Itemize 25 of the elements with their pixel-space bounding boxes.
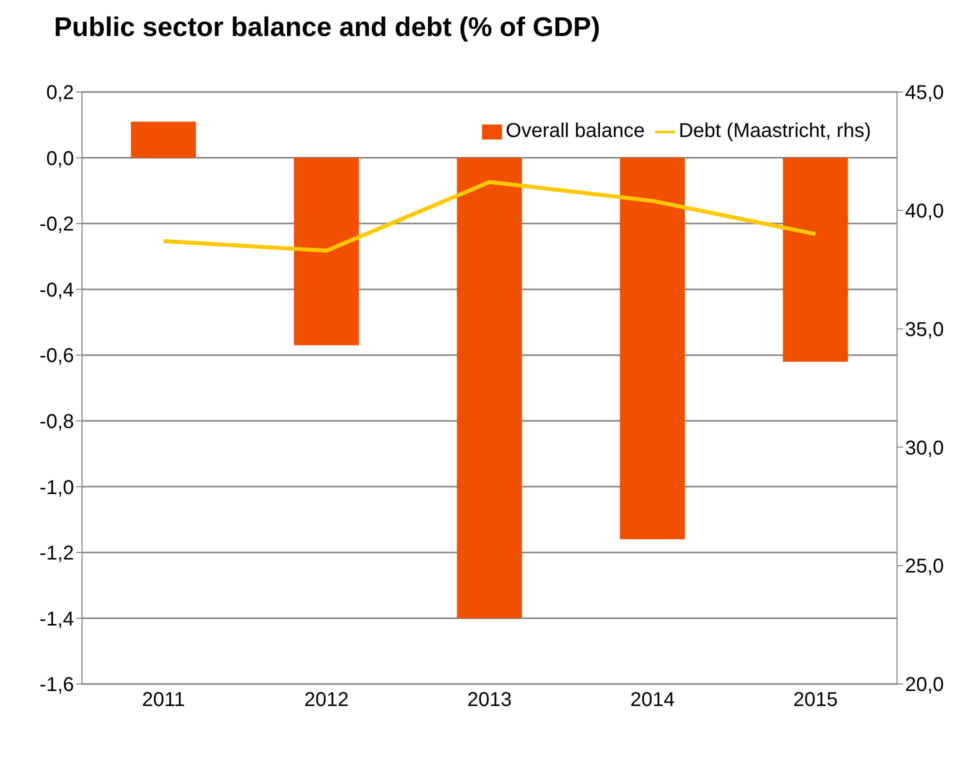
x-tick-label: 2015 xyxy=(793,689,838,712)
legend-label: Debt (Maastricht, rhs) xyxy=(678,120,871,142)
y-tick-label: -0,4 xyxy=(40,279,74,302)
y-tick-label: -0,8 xyxy=(40,410,74,433)
x-tick-label: 2012 xyxy=(304,689,349,712)
line-series xyxy=(162,180,818,253)
y2-tick-label: 30,0 xyxy=(905,437,944,460)
legend-label: Overall balance xyxy=(506,120,645,142)
y-tick-label: -1,6 xyxy=(40,674,74,696)
y-tick-label: -1,2 xyxy=(40,542,74,565)
y-tick-label: -1,0 xyxy=(40,476,74,499)
y2-tick-label: 45,0 xyxy=(905,82,944,104)
x-tick-label: 2011 xyxy=(142,689,186,712)
y2-tick-label: 35,0 xyxy=(905,318,944,341)
y2-tick-label: 20,0 xyxy=(905,674,944,696)
y-tick-label: -1,4 xyxy=(40,608,74,630)
x-tick-label: 2013 xyxy=(467,689,512,712)
y-tick-label: 0,2 xyxy=(46,82,74,104)
y-tick-label: 0,0 xyxy=(46,148,74,170)
y-tick-label: -0,6 xyxy=(40,345,74,368)
y2-tick-label: 25,0 xyxy=(905,556,944,578)
x-tick-label: 2014 xyxy=(630,689,675,712)
y2-tick-label: 40,0 xyxy=(905,200,944,222)
y-tick-label: -0,2 xyxy=(40,214,74,236)
chart-title: Public sector balance and debt (% of GDP) xyxy=(54,12,602,44)
